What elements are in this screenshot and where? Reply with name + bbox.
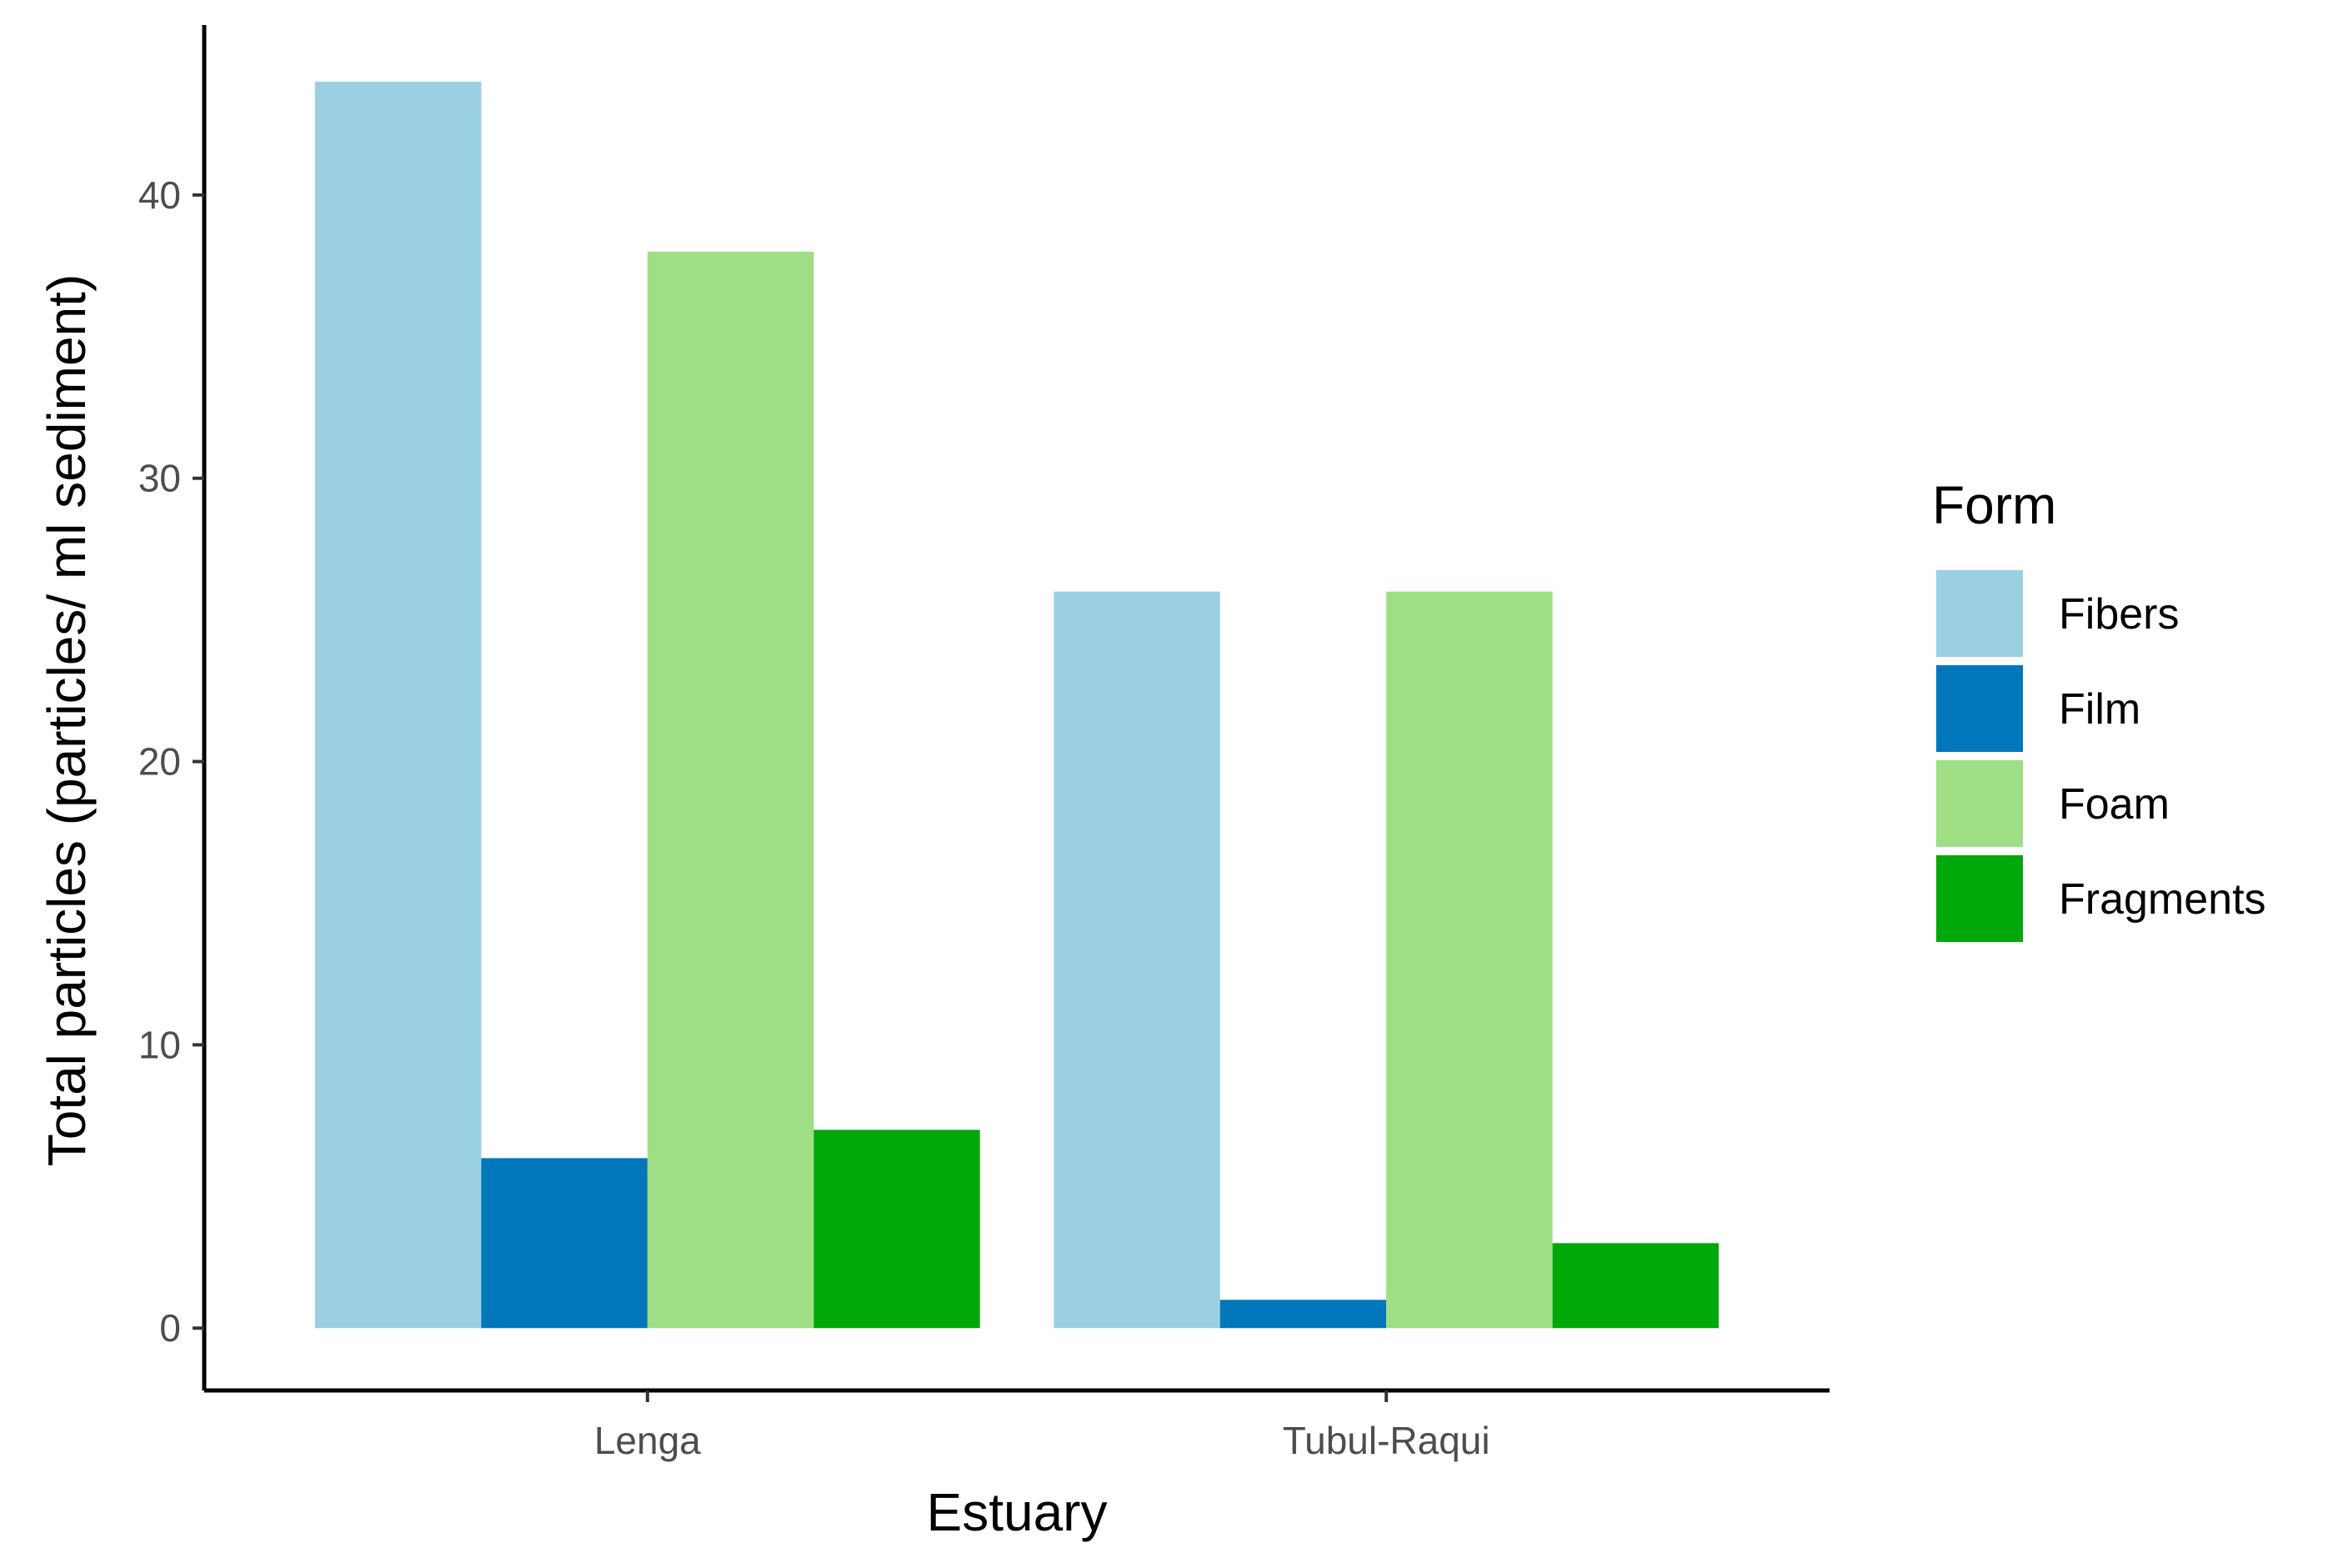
axes-group <box>202 25 1830 1393</box>
legend-label-fibers: Fibers <box>2059 590 2179 639</box>
bar-fragments-lenga <box>814 1130 980 1329</box>
legend-label-fragments: Fragments <box>2059 875 2266 924</box>
y-tick-label: 30 <box>138 457 181 500</box>
bar-film-tubul-raqui <box>1219 1300 1387 1329</box>
x-ticks-group: Lenga Tubul-Raqui <box>594 1390 1490 1462</box>
bar-fibers-lenga <box>314 81 482 1329</box>
legend-key-fragments <box>1936 855 2023 942</box>
legend-key-foam <box>1936 760 2023 847</box>
bars-group <box>314 81 1720 1329</box>
x-axis-title: Estuary <box>927 1482 1108 1542</box>
y-tick-label: 20 <box>138 740 181 784</box>
y-tick-label: 10 <box>138 1023 181 1066</box>
legend: Form Fibers Film Foam Fragments <box>1932 475 2266 942</box>
bar-film-lenga <box>481 1158 648 1329</box>
y-tick-label: 40 <box>138 173 181 217</box>
legend-label-foam: Foam <box>2059 780 2170 829</box>
x-tick-label: Lenga <box>594 1419 701 1462</box>
legend-key-fibers <box>1936 570 2023 657</box>
x-tick-label: Tubul-Raqui <box>1283 1419 1490 1462</box>
y-ticks-group: 0 10 20 30 40 <box>138 173 204 1350</box>
legend-key-film <box>1936 665 2023 752</box>
y-axis-title: Total particles (particles/ ml sediment) <box>37 274 97 1167</box>
bar-foam-tubul-raqui <box>1386 591 1553 1329</box>
bar-foam-lenga <box>647 251 814 1329</box>
legend-title: Form <box>1932 475 2056 535</box>
bar-fibers-tubul-raqui <box>1054 591 1220 1329</box>
bar-fragments-tubul-raqui <box>1552 1243 1720 1329</box>
legend-label-film: Film <box>2059 685 2140 734</box>
y-tick-label: 0 <box>159 1306 181 1350</box>
